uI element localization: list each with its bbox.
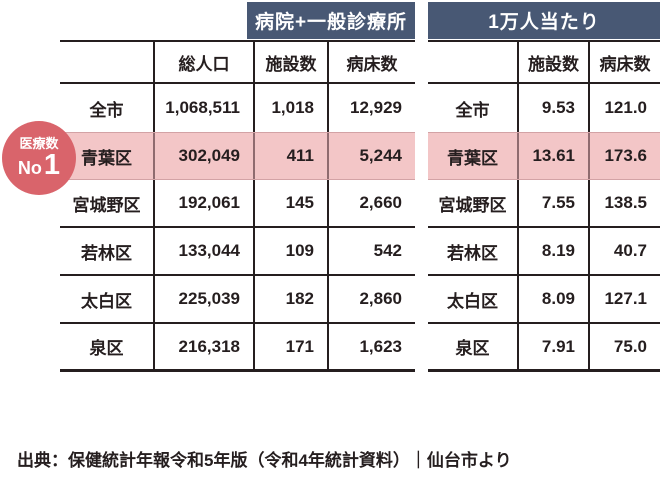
row-label: 青葉区 [447, 148, 498, 168]
cell-population: 216,318 [153, 324, 253, 369]
cell-facilities: 8.09 [517, 276, 588, 322]
badge-label: 医療数 [19, 136, 59, 151]
banner-per-10000: 1万人当たり [428, 2, 660, 39]
table-row: 宮城野区 7.55 138.5 [428, 180, 660, 228]
cell-beds: 1,623 [327, 324, 415, 369]
cell-beds: 5,244 [327, 133, 415, 179]
table-row: 宮城野区 192,061 145 2,660 [60, 180, 415, 228]
table-row: 若林区 8.19 40.7 [428, 228, 660, 276]
cell-facilities: 171 [253, 324, 327, 369]
table-row: 太白区 8.09 127.1 [428, 276, 660, 324]
cell-beds: 12,929 [327, 84, 415, 132]
table-row-highlighted: 青葉区 13.61 173.6 [428, 132, 660, 180]
cell-facilities: 7.55 [517, 180, 588, 226]
cell-beds: 121.0 [588, 84, 660, 132]
banner-hospitals-clinics: 病院+一般診療所 [247, 2, 415, 39]
cell-facilities: 411 [253, 133, 327, 179]
cell-facilities: 109 [253, 228, 327, 274]
corner-cell [428, 42, 517, 82]
cell-population: 133,044 [153, 228, 253, 274]
row-label: 宮城野区 [438, 195, 507, 215]
cell-population: 1,068,511 [153, 84, 253, 132]
table-header-row: 総人口 施設数 病床数 [60, 40, 415, 84]
cell-beds: 127.1 [588, 276, 660, 322]
cell-beds: 173.6 [588, 133, 660, 179]
table-row: 泉区 216,318 171 1,623 [60, 324, 415, 372]
table-hospitals-clinics: 総人口 施設数 病床数 全市 1,068,511 1,018 12,929 青葉… [60, 40, 415, 372]
cell-beds: 40.7 [588, 228, 660, 274]
cell-facilities: 8.19 [517, 228, 588, 274]
row-label: 全市 [455, 100, 490, 120]
table-row: 太白区 225,039 182 2,860 [60, 276, 415, 324]
banner-per-10000-label: 1万人当たり [488, 12, 600, 33]
table-header-row: 施設数 病床数 [428, 40, 660, 84]
row-label: 太白区 [447, 291, 498, 311]
column-header-beds: 病床数 [588, 42, 660, 82]
column-header-facilities: 施設数 [517, 42, 588, 82]
corner-cell [60, 42, 153, 82]
column-header-facilities: 施設数 [253, 42, 327, 82]
row-label: 若林区 [81, 243, 132, 263]
row-label: 青葉区 [81, 148, 132, 168]
table-row: 若林区 133,044 109 542 [60, 228, 415, 276]
column-header-population: 総人口 [153, 42, 253, 82]
column-header-beds: 病床数 [327, 42, 415, 82]
table-row-highlighted: 青葉区 302,049 411 5,244 [60, 132, 415, 180]
cell-beds: 542 [327, 228, 415, 274]
cell-facilities: 9.53 [517, 84, 588, 132]
row-label: 太白区 [81, 291, 132, 311]
source-citation: 出典：保健統計年報令和5年版（令和4年統計資料）｜仙台市より [17, 451, 512, 470]
table-row: 泉区 7.91 75.0 [428, 324, 660, 372]
row-label: 全市 [89, 100, 124, 120]
badge-rank-number: 1 [43, 149, 61, 181]
cell-facilities: 182 [253, 276, 327, 322]
row-label: 若林区 [447, 243, 498, 263]
table-row: 全市 1,068,511 1,018 12,929 [60, 84, 415, 132]
cell-facilities: 7.91 [517, 324, 588, 369]
cell-population: 302,049 [153, 133, 253, 179]
row-label: 宮城野区 [72, 195, 141, 215]
row-label: 泉区 [455, 339, 490, 358]
banner-hospitals-clinics-label: 病院+一般診療所 [254, 12, 408, 33]
medical-no1-badge: 医療数 No 1 [2, 121, 76, 195]
cell-beds: 75.0 [588, 324, 660, 369]
cell-beds: 2,660 [327, 180, 415, 226]
badge-no-text: No [17, 158, 42, 178]
cell-facilities: 13.61 [517, 133, 588, 179]
table-row: 全市 9.53 121.0 [428, 84, 660, 132]
cell-beds: 2,860 [327, 276, 415, 322]
cell-facilities: 145 [253, 180, 327, 226]
badge-rank: No 1 [18, 151, 60, 182]
cell-population: 225,039 [153, 276, 253, 322]
cell-beds: 138.5 [588, 180, 660, 226]
row-label: 泉区 [89, 339, 124, 358]
cell-facilities: 1,018 [253, 84, 327, 132]
table-per-10000: 施設数 病床数 全市 9.53 121.0 青葉区 13.61 173.6 宮城… [428, 40, 660, 372]
cell-population: 192,061 [153, 180, 253, 226]
